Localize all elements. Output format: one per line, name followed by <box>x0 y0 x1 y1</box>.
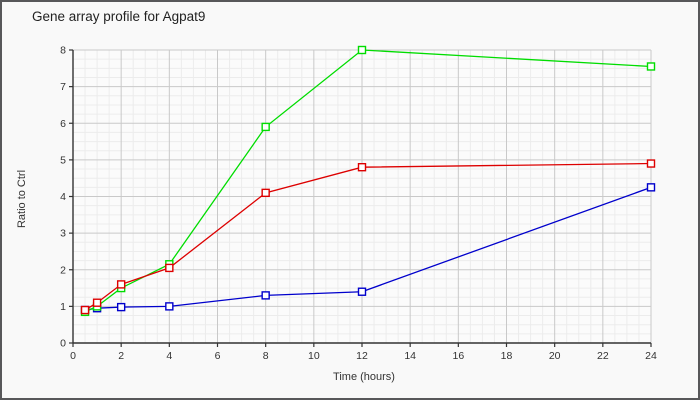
x-tick-label: 6 <box>215 350 221 362</box>
y-tick-label: 7 <box>60 81 66 93</box>
y-axis-title: Ratio to Ctrl <box>16 169 28 229</box>
y-tick-label: 6 <box>60 118 66 130</box>
marker-blue-series <box>116 302 126 312</box>
marker-green-series <box>357 45 367 55</box>
y-tick-label: 3 <box>60 228 66 240</box>
x-tick-label: 10 <box>308 350 320 362</box>
x-tick-label: 12 <box>356 350 368 362</box>
x-tick-label: 2 <box>118 350 124 362</box>
marker-blue-series <box>165 302 174 311</box>
x-tick-label: 4 <box>166 350 172 362</box>
x-tick-label: 8 <box>263 350 269 362</box>
x-tick-label: 14 <box>404 350 416 362</box>
chart-title: Gene array profile for Agpat9 <box>32 9 206 24</box>
x-tick-label: 24 <box>645 350 657 362</box>
marker-red-series <box>116 280 126 289</box>
x-tick-label: 16 <box>452 350 464 362</box>
marker-blue-series <box>357 287 367 296</box>
marker-blue-series <box>261 291 270 300</box>
x-tick-label: 20 <box>549 350 561 362</box>
marker-green-series <box>261 122 270 132</box>
y-tick-label: 5 <box>60 154 66 166</box>
marker-red-series <box>646 159 656 168</box>
y-tick-label: 8 <box>60 45 66 57</box>
x-tick-label: 18 <box>501 350 513 362</box>
marker-red-series <box>92 298 102 307</box>
y-tick-label: 4 <box>60 191 66 203</box>
y-tick-label: 2 <box>60 264 66 276</box>
x-axis-title: Time (hours) <box>333 371 395 383</box>
y-tick-label: 1 <box>60 301 66 313</box>
marker-red-series <box>165 263 174 273</box>
y-tick-label: 0 <box>60 338 66 350</box>
x-tick-label: 0 <box>70 350 76 362</box>
marker-blue-series <box>646 183 656 192</box>
marker-red-series <box>80 305 90 315</box>
marker-green-series <box>646 62 656 71</box>
marker-red-series <box>357 162 367 172</box>
x-tick-label: 22 <box>597 350 609 362</box>
marker-red-series <box>261 188 270 198</box>
